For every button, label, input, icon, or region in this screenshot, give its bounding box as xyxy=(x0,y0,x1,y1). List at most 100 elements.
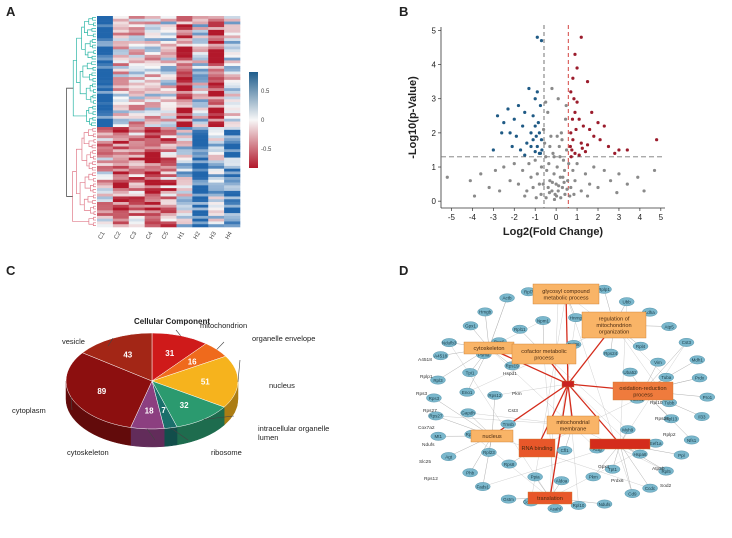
heatmap-cell xyxy=(97,224,114,228)
heatmap-cell xyxy=(224,202,241,206)
volcano-point xyxy=(579,141,583,145)
gene-node xyxy=(487,390,503,400)
heatmap-cell xyxy=(112,154,130,158)
gene-node-label: Psma xyxy=(478,352,490,357)
dendrogram-branch xyxy=(92,150,96,154)
heatmap-cell xyxy=(128,135,145,139)
heatmap-cell xyxy=(128,104,145,108)
heatmap-cell xyxy=(160,188,177,192)
y-tick-label: 1 xyxy=(432,163,437,172)
volcano-point xyxy=(596,185,600,190)
volcano-point xyxy=(512,162,516,166)
heatmap-cell xyxy=(144,207,161,211)
volcano-point xyxy=(562,168,567,173)
gene-node-label: Actb xyxy=(503,296,513,301)
heatmap-cell xyxy=(112,182,130,186)
heatmap-cell xyxy=(160,174,177,178)
heatmap-cell xyxy=(176,185,193,189)
heatmap-cell xyxy=(128,218,145,222)
heatmap-cell xyxy=(224,154,241,158)
dendrogram-branch xyxy=(92,67,96,71)
volcano-point xyxy=(544,155,548,159)
heatmap-cell xyxy=(208,71,225,75)
heatmap-cell xyxy=(176,213,193,217)
heatmap-cell xyxy=(208,152,225,156)
heatmap-cell xyxy=(176,38,193,42)
heatmap-cell xyxy=(128,157,145,161)
heatmap-cell xyxy=(192,43,209,47)
heatmap-cell xyxy=(176,179,193,183)
gene-text-label: A4518 xyxy=(418,357,432,363)
x-tick-label: 4 xyxy=(638,213,643,222)
heatmap-cell xyxy=(97,160,114,164)
gene-node-label: Eno1 xyxy=(462,390,473,395)
heatmap-cell xyxy=(128,21,145,25)
heatmap-cell xyxy=(97,213,114,217)
heatmap-cell xyxy=(160,204,177,208)
volcano-point xyxy=(590,110,594,114)
heatmap-cell xyxy=(208,68,225,72)
heatmap-cell xyxy=(97,146,114,150)
pie-category-label: vesicle xyxy=(62,337,85,346)
heatmap-cell xyxy=(144,96,161,100)
gene-text-label: Prdx6 xyxy=(611,478,624,484)
heatmap-cell xyxy=(112,193,130,197)
heatmap-cell xyxy=(192,146,209,150)
heatmap-cell xyxy=(224,210,241,214)
heatmap-cell xyxy=(97,177,114,181)
heatmap-cell xyxy=(208,135,225,139)
heatmap-cell xyxy=(192,171,209,175)
heatmap-cell xyxy=(176,160,193,164)
volcano-point xyxy=(508,131,512,135)
heatmap-cell xyxy=(176,196,193,200)
heatmap-cell xyxy=(144,210,161,214)
pie-slice-side xyxy=(130,427,165,448)
heatmap-cell xyxy=(112,140,130,145)
heatmap-cell xyxy=(176,188,193,192)
x-tick-label: 5 xyxy=(659,213,664,222)
volcano-point xyxy=(572,192,576,196)
heatmap-cell xyxy=(144,82,161,86)
process-node-label: metabolic process xyxy=(543,295,588,301)
heatmap-cell xyxy=(97,65,114,70)
heatmap-cell xyxy=(160,35,177,39)
heatmap-cell xyxy=(224,71,241,75)
heatmap-cell xyxy=(192,140,209,145)
heatmap-cell xyxy=(192,168,209,172)
network-edge xyxy=(491,435,651,489)
heatmap-cell xyxy=(208,213,225,217)
heatmap-cell xyxy=(160,157,177,161)
gene-node xyxy=(475,482,491,491)
gene-node xyxy=(426,393,442,403)
heatmap-cell xyxy=(224,146,241,150)
heatmap-cell xyxy=(128,163,145,167)
volcano-point xyxy=(498,189,502,193)
gene-node xyxy=(678,338,695,347)
heatmap-cell xyxy=(144,32,161,36)
heatmap-cell xyxy=(224,21,241,25)
heatmap-cell xyxy=(112,221,130,225)
volcano-point xyxy=(531,185,535,190)
volcano-point xyxy=(570,117,575,121)
dendrogram-branch xyxy=(89,73,93,81)
dendrogram-root xyxy=(66,87,74,197)
gene-text-label: Sod2 xyxy=(660,483,672,489)
pie-value-label: 51 xyxy=(201,377,210,386)
heatmap-cell xyxy=(192,77,209,81)
gene-node xyxy=(642,483,658,493)
heatmap-cell xyxy=(160,124,177,128)
heatmap-cell xyxy=(176,60,193,64)
heatmap-cell xyxy=(224,82,241,86)
heatmap-cell xyxy=(192,115,209,120)
volcano-point xyxy=(655,138,659,142)
heatmap-cell xyxy=(144,38,161,42)
heatmap-cell xyxy=(192,54,209,58)
dendrogram-branch xyxy=(92,17,96,21)
heatmap-cell xyxy=(160,54,177,58)
volcano-point xyxy=(550,189,554,193)
heatmap-cell xyxy=(224,196,241,200)
heatmap-cell xyxy=(176,18,193,22)
gene-node-label: Ndufb3 xyxy=(442,340,457,345)
heatmap-cell xyxy=(176,46,193,50)
heatmap-cell xyxy=(97,57,114,61)
